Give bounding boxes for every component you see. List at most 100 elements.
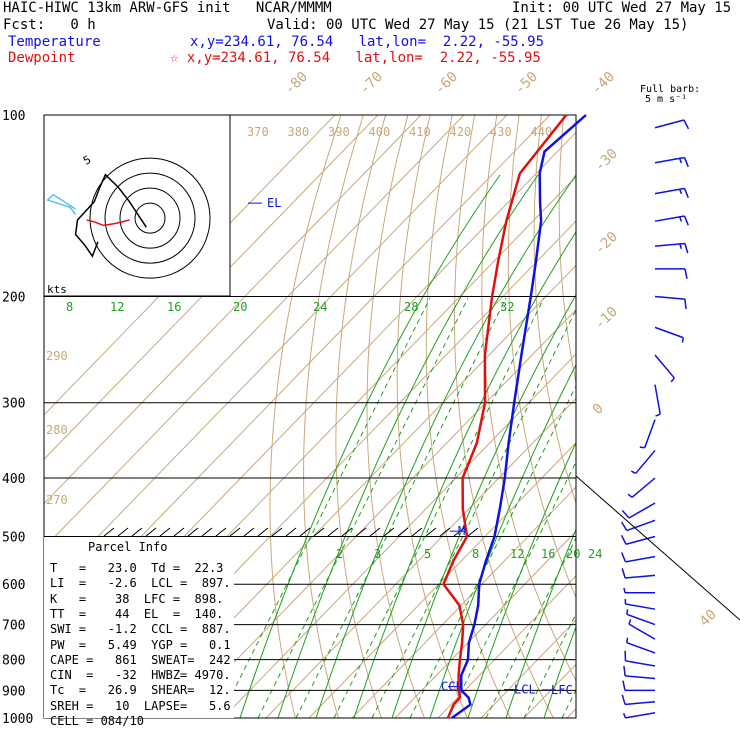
isentrope-tick-label: 280	[46, 423, 68, 437]
dry-adiabat	[533, 115, 576, 505]
isotherm-line	[566, 708, 576, 718]
pressure-tick-label: 400	[2, 472, 25, 487]
isentrope-tick-label: 370	[247, 125, 269, 139]
marker-label: EL	[267, 196, 281, 210]
mixing-ratio-label: 5	[424, 547, 431, 561]
wind-barb-flag	[683, 188, 689, 198]
parcel-info-row: CIN = -32 HWBZ= 4970.	[50, 668, 231, 683]
parcel-info-box	[44, 537, 234, 718]
hodograph-units-label: kts	[47, 283, 67, 296]
temperature-profile	[451, 114, 587, 720]
hodograph-red-trace	[86, 219, 130, 227]
dry-adiabat	[697, 115, 740, 718]
dry-adiabat	[507, 115, 576, 599]
parcel-info-row: SWI = -1.2 CCL = 887.	[50, 622, 231, 637]
wind-barb-shaft	[654, 295, 685, 300]
hatch-mark	[243, 527, 255, 537]
hatch-mark	[397, 527, 409, 537]
hatch-mark	[229, 527, 241, 537]
parcel-info-row: T = 23.0 Td = 22.3	[50, 561, 224, 575]
hatch-mark	[131, 527, 143, 537]
moist-adiabat	[543, 625, 576, 718]
wind-barb-flag	[620, 534, 627, 545]
hatch-mark	[145, 527, 157, 537]
mixing-ratio-label: 16	[167, 300, 181, 314]
skew-boundary-line	[575, 475, 740, 621]
wind-barb-flag	[622, 712, 627, 719]
mixing-ratio-line	[409, 384, 576, 718]
moist-adiabat	[620, 175, 740, 718]
isotherm-line	[437, 575, 576, 718]
hodograph-ring	[89, 157, 211, 279]
mixing-ratio-label: 28	[404, 300, 418, 314]
moist-adiabat	[315, 174, 576, 718]
dry-adiabat	[366, 115, 425, 718]
moist-adiabat	[467, 441, 576, 718]
isotherm-tick-label: -30	[592, 146, 621, 175]
isotherm-line	[44, 115, 336, 416]
isentrope-tick-label: 410	[409, 125, 431, 139]
mixing-ratio-label: 24	[588, 547, 602, 561]
wind-barb-flag	[678, 188, 683, 195]
wind-barb-shaft	[635, 449, 656, 474]
hatch-mark	[355, 527, 367, 537]
hodograph-ring	[134, 202, 166, 234]
isotherm-tick-label: -50	[512, 69, 541, 98]
hodograph-cyan-trace	[46, 193, 77, 216]
hatch-mark	[425, 527, 437, 537]
isentrope-tick-label: 380	[288, 125, 310, 139]
wind-barb-flag	[626, 609, 629, 615]
wind-barb-shaft	[654, 119, 685, 129]
mixing-ratio-line	[219, 297, 431, 718]
isotherm-line	[394, 530, 576, 718]
mixing-ratio-label: 8	[66, 300, 73, 314]
wind-barb-flag	[621, 510, 630, 519]
wind-barb-shaft	[628, 502, 656, 519]
dry-adiabat	[453, 115, 554, 718]
parcel-info-row: TT = 44 EL = 140.	[50, 606, 224, 621]
mixing-ratio-label: 3	[374, 547, 381, 561]
dry-adiabat	[269, 115, 342, 718]
hatch-mark	[103, 527, 115, 537]
isotherm-tick-label: -10	[592, 304, 621, 333]
mixing-ratio-label: 8	[472, 547, 479, 561]
dry-adiabat	[584, 115, 740, 718]
wind-barb-flag	[683, 215, 689, 226]
wind-barb-shaft	[644, 419, 656, 449]
isotherm-line	[308, 442, 576, 718]
wind-barb-shaft	[625, 711, 656, 719]
hatch-mark	[299, 527, 311, 537]
parcel-info-title: Parcel Info	[88, 540, 168, 554]
dry-adiabat	[607, 115, 740, 718]
mixing-ratio-line	[295, 297, 507, 718]
wind-barb-flag	[679, 243, 683, 249]
wind-barb-flag	[684, 243, 689, 254]
pressure-tick-label: 700	[2, 619, 25, 634]
wind-barb-flag	[630, 470, 637, 475]
wind-barb-flag	[655, 413, 661, 417]
moist-adiabat	[277, 174, 539, 718]
wind-barb-flag	[684, 268, 688, 279]
wind-barb-flag	[678, 216, 683, 222]
wind-barb-flag	[623, 587, 626, 593]
wind-barb-shaft	[631, 477, 656, 498]
dry-adiabat	[558, 115, 576, 386]
hatch-mark	[187, 527, 199, 537]
wind-barb-shaft	[654, 354, 675, 379]
isotherm-line	[179, 309, 576, 718]
run-title: HAIC-HIWC 13km ARW-GFS init NCAR/MMMM	[3, 0, 332, 16]
wind-barb-flag	[639, 446, 645, 449]
hatch-mark	[383, 527, 395, 537]
isotherm-line	[265, 397, 576, 718]
wind-barb-shaft	[625, 675, 656, 680]
mixing-ratio-label: 24	[313, 300, 327, 314]
marker-label: LCL	[514, 683, 536, 697]
mixing-ratio-label: 16	[541, 547, 555, 561]
hatch-mark	[341, 527, 353, 537]
parcel-info-row: CELL = 084/10	[50, 714, 144, 728]
wind-barb-flag	[621, 694, 626, 705]
mixing-ratio-label: 2	[336, 547, 343, 561]
dry-adiabat	[425, 115, 511, 718]
isotherm-tick-label: -70	[357, 69, 386, 98]
wind-barb-shaft	[628, 623, 656, 640]
